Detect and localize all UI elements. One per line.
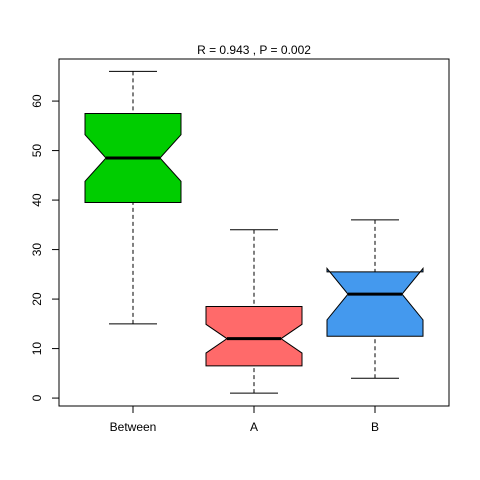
x-tick-label: B — [371, 420, 379, 434]
box — [205, 306, 303, 367]
y-tick-label: 40 — [30, 193, 44, 207]
chart-title: R = 0.943 , P = 0.002 — [197, 43, 311, 57]
y-tick-label: 0 — [30, 394, 44, 401]
y-tick-label: 10 — [30, 342, 44, 356]
y-tick-label: 30 — [30, 243, 44, 257]
box — [326, 266, 424, 337]
y-tick-label: 20 — [30, 292, 44, 306]
y-tick-label: 50 — [30, 144, 44, 158]
x-tick-label: A — [250, 420, 258, 434]
y-tick-label: 60 — [30, 94, 44, 108]
x-tick-label: Between — [110, 420, 157, 434]
